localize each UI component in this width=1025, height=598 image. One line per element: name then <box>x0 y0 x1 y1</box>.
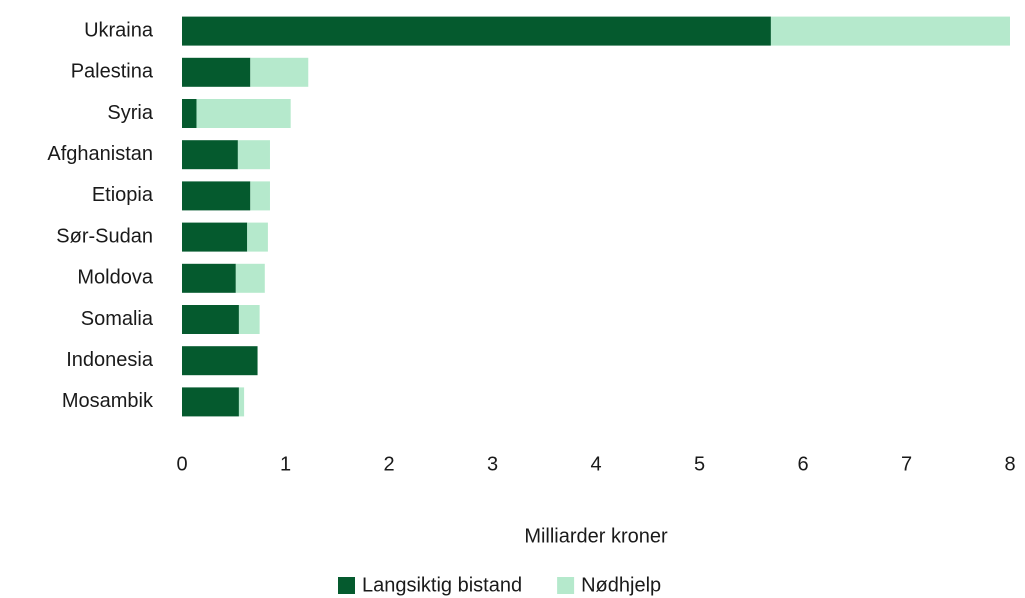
bar <box>250 57 309 87</box>
bar <box>182 305 239 334</box>
bar <box>182 140 238 170</box>
bar <box>182 346 258 376</box>
bar <box>238 387 245 417</box>
y-tick-label: Palestina <box>71 61 154 83</box>
x-tick-label: 2 <box>383 453 394 475</box>
bar <box>182 99 197 128</box>
x-tick-label: 1 <box>280 453 291 475</box>
bar <box>238 305 260 334</box>
y-tick-label: Indonesia <box>66 349 154 371</box>
bar <box>182 387 239 417</box>
y-tick-label: Somalia <box>81 308 154 330</box>
bar <box>182 181 251 211</box>
bar <box>770 16 1010 46</box>
legend-swatch <box>338 577 355 594</box>
bar <box>182 16 771 46</box>
x-tick-label: 6 <box>797 453 808 475</box>
bar <box>182 57 251 87</box>
legend-label: Langsiktig bistand <box>362 574 522 596</box>
x-tick-label: 5 <box>694 453 705 475</box>
bar <box>247 222 268 252</box>
y-tick-label: Syria <box>107 102 153 124</box>
x-tick-label: 0 <box>176 453 187 475</box>
y-tick-label: Afghanistan <box>47 143 153 165</box>
y-tick-label: Mosambik <box>62 390 154 412</box>
x-tick-label: 3 <box>487 453 498 475</box>
legend-swatch <box>557 577 575 594</box>
x-axis-label: Milliarder kroner <box>524 525 668 547</box>
y-tick-label: Moldova <box>77 267 153 289</box>
y-tick-label: Ukraina <box>84 19 154 41</box>
y-tick-label: Etiopia <box>92 184 154 206</box>
y-tick-label: Sør-Sudan <box>56 225 153 247</box>
bar <box>196 99 291 128</box>
x-tick-label: 7 <box>901 453 912 475</box>
bar <box>235 263 265 293</box>
bar <box>182 222 248 252</box>
bar <box>182 263 236 293</box>
bar <box>250 181 270 211</box>
x-tick-label: 4 <box>590 453 601 475</box>
legend-label: Nødhjelp <box>581 574 661 596</box>
x-tick-label: 8 <box>1004 453 1015 475</box>
bar <box>237 140 270 170</box>
